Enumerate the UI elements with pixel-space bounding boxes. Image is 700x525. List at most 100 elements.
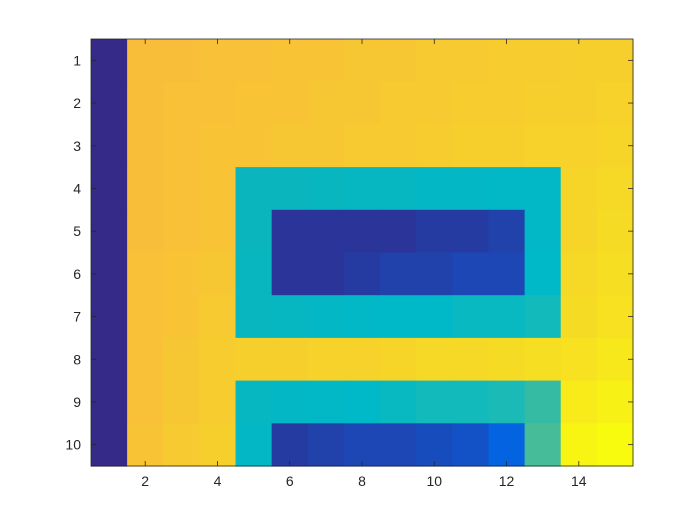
x-tick-label: 8 bbox=[358, 473, 366, 489]
heatmap-cell bbox=[343, 167, 381, 211]
heatmap-cell bbox=[199, 167, 237, 211]
heatmap-cell bbox=[452, 252, 490, 296]
heatmap-cell bbox=[235, 380, 273, 424]
y-tick-label: 10 bbox=[65, 437, 81, 453]
heatmap-cell bbox=[271, 124, 309, 168]
heatmap-cell bbox=[560, 39, 598, 83]
heatmap-cell bbox=[307, 124, 345, 168]
heatmap-cell bbox=[91, 39, 128, 83]
heatmap-cell bbox=[560, 167, 598, 211]
heatmap-cell bbox=[271, 380, 309, 424]
heatmap-cell bbox=[235, 295, 273, 339]
heatmap-cell bbox=[416, 39, 453, 83]
heatmap-cell bbox=[416, 81, 453, 125]
heatmap-cell bbox=[199, 423, 237, 467]
heatmap-cell bbox=[488, 423, 526, 467]
heatmap-cell bbox=[524, 39, 562, 83]
heatmap-cell bbox=[416, 209, 453, 254]
heatmap-cell bbox=[307, 295, 345, 339]
heatmap-cell bbox=[596, 167, 634, 211]
heatmap-cell bbox=[91, 423, 128, 467]
heatmap-cell bbox=[560, 124, 598, 168]
heatmap-cell bbox=[524, 337, 562, 382]
y-tick-label: 3 bbox=[73, 138, 81, 154]
y-tick-label: 5 bbox=[73, 223, 81, 239]
heatmap-cell bbox=[307, 39, 345, 83]
heatmap-cell bbox=[199, 252, 237, 296]
x-tick-label: 12 bbox=[499, 473, 515, 489]
heatmap-cell bbox=[524, 167, 562, 211]
heatmap-cell bbox=[163, 124, 200, 168]
heatmap-cell bbox=[380, 423, 417, 467]
y-tick-label: 4 bbox=[73, 180, 81, 196]
heatmap-cell bbox=[488, 295, 526, 339]
heatmap-cell bbox=[452, 39, 490, 83]
heatmap-cell bbox=[127, 295, 164, 339]
heatmap-cell bbox=[199, 380, 237, 424]
heatmap-cell bbox=[596, 295, 634, 339]
x-axis-ticks: 2 4 6 8 10 12 14 bbox=[141, 39, 587, 489]
heatmap-cell bbox=[235, 39, 273, 83]
heatmap-cell bbox=[416, 295, 453, 339]
heatmap-cell bbox=[380, 39, 417, 83]
heatmap-cell bbox=[343, 39, 381, 83]
heatmap-cell bbox=[524, 295, 562, 339]
heatmap-cell bbox=[488, 380, 526, 424]
heatmap-cell bbox=[488, 209, 526, 254]
heatmap-cell bbox=[163, 209, 200, 254]
heatmap-cell bbox=[488, 167, 526, 211]
heatmap-cell bbox=[380, 252, 417, 296]
heatmap-cell bbox=[163, 337, 200, 382]
heatmap-cell bbox=[488, 337, 526, 382]
heatmap-cell bbox=[199, 81, 237, 125]
heatmap-cell bbox=[307, 423, 345, 467]
heatmap-cell bbox=[307, 380, 345, 424]
heatmap-cell bbox=[380, 209, 417, 254]
heatmap-cell bbox=[271, 423, 309, 467]
heatmap-cell bbox=[343, 81, 381, 125]
heatmap-cell bbox=[524, 423, 562, 467]
heatmap-cell bbox=[307, 167, 345, 211]
heatmap-cell bbox=[343, 124, 381, 168]
heatmap-cell bbox=[343, 380, 381, 424]
y-tick-label: 6 bbox=[73, 266, 81, 282]
x-tick-label: 4 bbox=[214, 473, 222, 489]
heatmap-cell bbox=[271, 167, 309, 211]
x-tick-label: 10 bbox=[426, 473, 442, 489]
heatmap-cell bbox=[199, 124, 237, 168]
heatmap-cell bbox=[163, 167, 200, 211]
y-axis-ticks: 1 2 3 4 5 6 7 8 9 10 bbox=[65, 52, 633, 453]
heatmap-cell bbox=[488, 252, 526, 296]
heatmap-cell bbox=[235, 252, 273, 296]
heatmap-cell bbox=[163, 39, 200, 83]
y-tick-label: 7 bbox=[73, 309, 81, 325]
y-tick-label: 9 bbox=[73, 394, 81, 410]
heatmap-cell bbox=[163, 81, 200, 125]
heatmap-cell bbox=[127, 209, 164, 254]
y-tick-label: 8 bbox=[73, 351, 81, 367]
heatmap-cell bbox=[524, 124, 562, 168]
heatmap-cell bbox=[524, 252, 562, 296]
heatmap-cell bbox=[127, 337, 164, 382]
heatmap-cell bbox=[560, 380, 598, 424]
heatmap-cell bbox=[163, 252, 200, 296]
heatmap-cell bbox=[452, 380, 490, 424]
heatmap-cell bbox=[271, 295, 309, 339]
heatmap-cell bbox=[343, 423, 381, 467]
heatmap-cell bbox=[91, 295, 128, 339]
heatmap-cell bbox=[199, 209, 237, 254]
heatmap-cells bbox=[91, 39, 634, 467]
heatmap-cell bbox=[416, 167, 453, 211]
heatmap-cell bbox=[452, 124, 490, 168]
heatmap-cell bbox=[416, 423, 453, 467]
heatmap-cell bbox=[271, 209, 309, 254]
heatmap-cell bbox=[163, 295, 200, 339]
heatmap-cell bbox=[91, 167, 128, 211]
heatmap-cell bbox=[596, 39, 634, 83]
y-tick-label: 2 bbox=[73, 95, 81, 111]
heatmap-cell bbox=[163, 423, 200, 467]
heatmap-cell bbox=[596, 209, 634, 254]
heatmap-cell bbox=[127, 124, 164, 168]
heatmap-cell bbox=[307, 337, 345, 382]
heatmap-cell bbox=[596, 81, 634, 125]
